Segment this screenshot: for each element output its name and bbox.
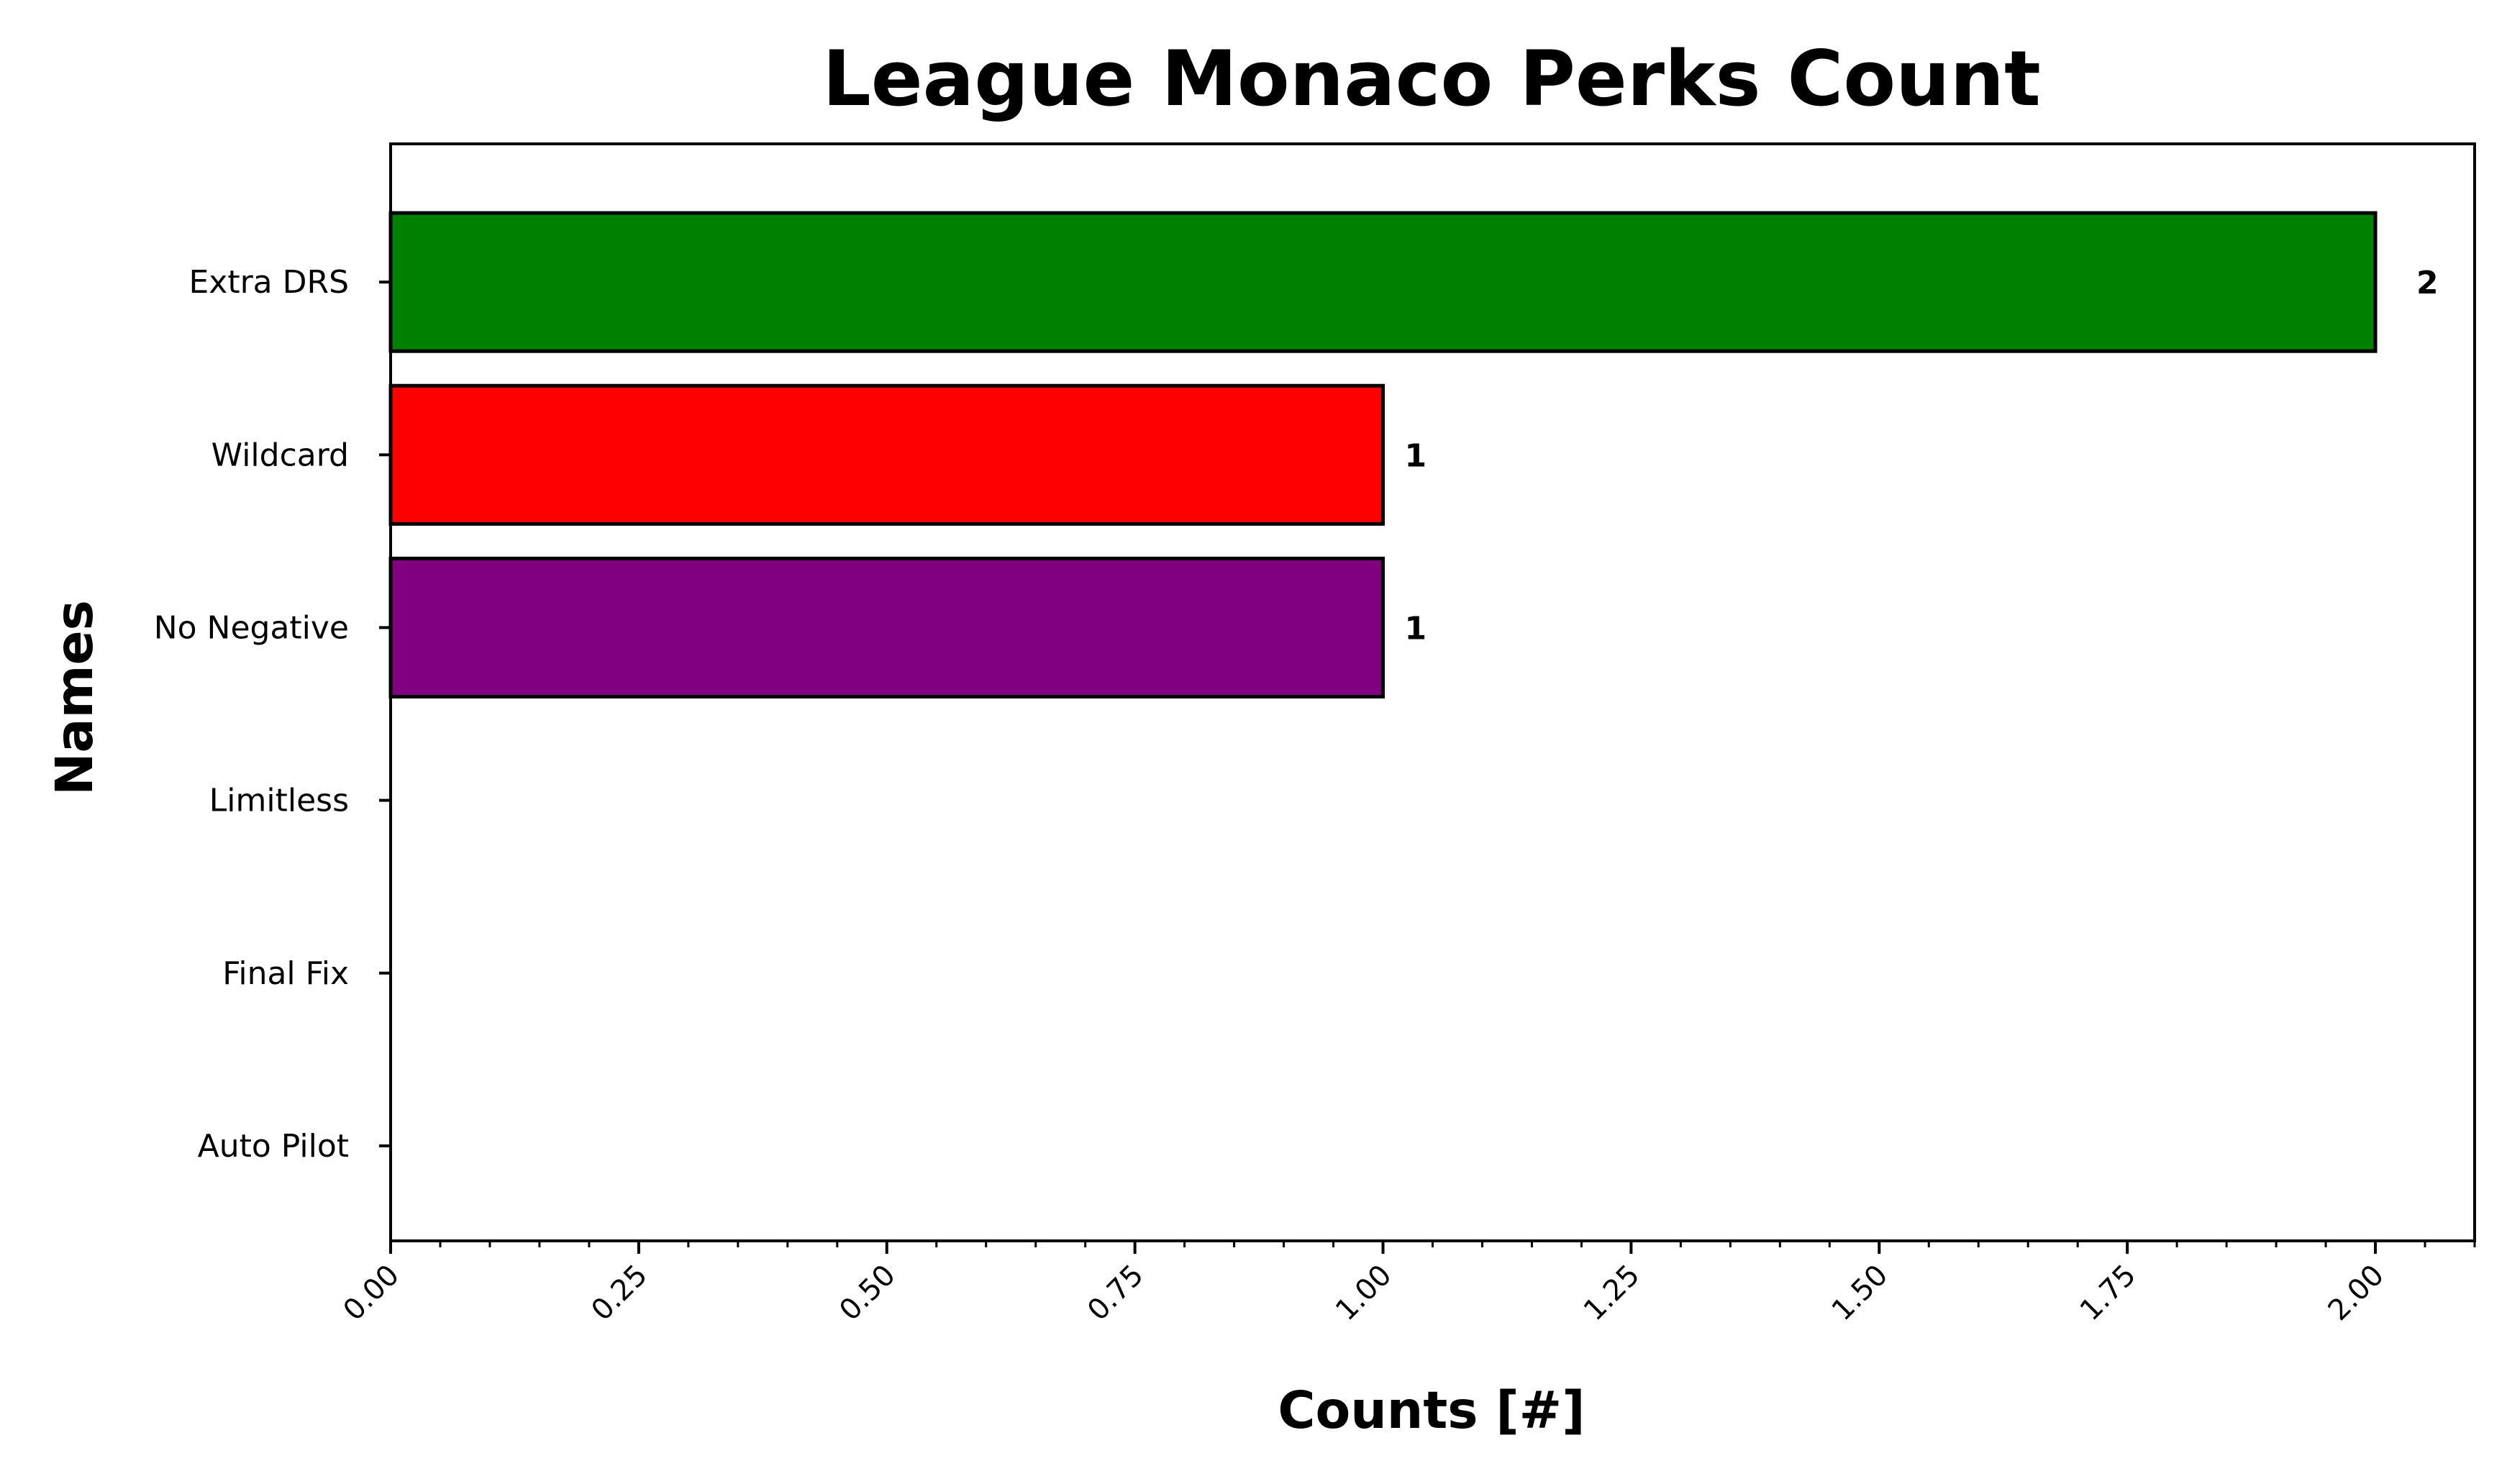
x-tick-label: 1.00 (1329, 1259, 1398, 1328)
bar-wildcard (388, 383, 1386, 526)
data-label: 1 (1405, 437, 1427, 474)
x-tick-label: 1.75 (2074, 1259, 2143, 1328)
y-tick-label: Extra DRS (188, 264, 349, 301)
y-axis-label: Names (45, 600, 104, 796)
x-tick-label: 1.50 (1826, 1259, 1895, 1328)
plot-area-frame (389, 142, 2476, 1242)
y-tick-label: No Negative (154, 609, 349, 646)
y-tick-label: Limitless (209, 783, 349, 819)
y-tick-label: Auto Pilot (198, 1128, 349, 1165)
data-labels: 2 1 1 (1405, 265, 2439, 647)
x-tick-label: 1.25 (1578, 1259, 1647, 1328)
data-label: 2 (2416, 265, 2439, 301)
x-tick-label: 0.00 (337, 1259, 406, 1328)
data-label: 1 (1405, 610, 1427, 647)
x-axis-label: Counts [#] (1278, 1380, 1585, 1440)
y-tick-label: Wildcard (211, 437, 349, 473)
bar-extra-drs (388, 211, 2378, 353)
bar-no-negative (388, 556, 1386, 699)
x-axis-ticks: 0.00 0.25 0.50 0.75 1.00 1.25 1.50 1.75 2.00 (337, 1241, 2476, 1328)
x-tick-label: 0.50 (833, 1259, 902, 1328)
chart-title: League Monaco Perks Count (822, 35, 2041, 123)
y-axis-ticks: Extra DRS Wildcard No Negative Limitless Fin… (154, 264, 391, 1165)
bars-group (388, 211, 2378, 699)
x-tick-label: 2.00 (2322, 1259, 2391, 1328)
x-tick-label: 0.25 (585, 1259, 654, 1328)
x-tick-label: 0.75 (1081, 1259, 1150, 1328)
y-tick-label: Final Fix (222, 955, 349, 992)
